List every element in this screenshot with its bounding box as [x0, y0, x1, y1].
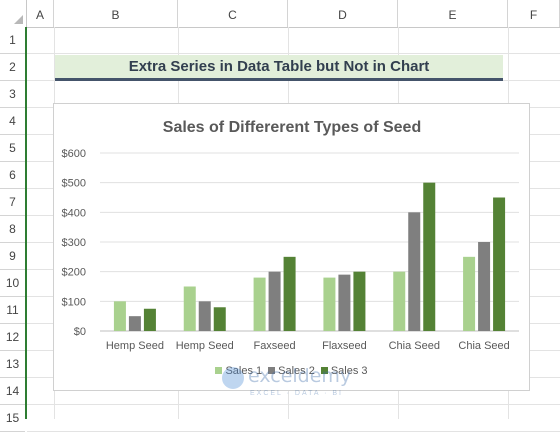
row-header-1[interactable]: 1 — [0, 27, 25, 54]
gridlines — [100, 152, 519, 332]
row-header-13[interactable]: 13 — [0, 351, 25, 378]
legend-item[interactable]: Sales 1 — [215, 365, 262, 377]
row-header-7[interactable]: 7 — [0, 189, 25, 216]
x-tick-label: Hemp Seed — [176, 340, 234, 352]
row-header-10[interactable]: 10 — [0, 270, 25, 297]
row-header-6[interactable]: 6 — [0, 162, 25, 189]
row-header-9[interactable]: 9 — [0, 243, 25, 270]
y-tick-label: $500 — [62, 178, 86, 190]
x-axis: Hemp Seed Hemp Seed Faxseed Flaxseed Chia Se… — [106, 340, 510, 352]
bar-sales-1[interactable] — [183, 286, 196, 332]
x-tick-label: Chia Seed — [389, 340, 440, 352]
row-header-bar: 1 2 3 4 5 6 7 8 9 10 11 12 13 14 15 — [0, 27, 27, 432]
bar-sales-2[interactable] — [408, 212, 421, 331]
sheet-title-cell[interactable]: Extra Series in Data Table but Not in Ch… — [55, 55, 503, 81]
bar-sales-1[interactable] — [463, 256, 476, 331]
column-header-b[interactable]: B — [54, 0, 178, 27]
row-header-14[interactable]: 14 — [0, 378, 25, 405]
y-axis: $0 $100 $200 $300 $400 $500 $600 — [62, 148, 86, 338]
chart-legend: Sales 1 Sales 2 Sales 3 — [54, 365, 529, 377]
bar-sales-2[interactable] — [338, 274, 351, 331]
row-header-3[interactable]: 3 — [0, 81, 25, 108]
x-tick-label: Faxseed — [253, 340, 295, 352]
bar-sales-1[interactable] — [253, 277, 266, 331]
legend-label: Sales 2 — [278, 365, 315, 377]
bar-sales-3[interactable] — [283, 256, 296, 331]
row-header-8[interactable]: 8 — [0, 216, 25, 243]
x-tick-label: Flaxseed — [322, 340, 367, 352]
bar-sales-1[interactable] — [393, 271, 406, 331]
column-header-c[interactable]: C — [178, 0, 288, 27]
select-all-button[interactable] — [0, 0, 27, 27]
bar-sales-2[interactable] — [198, 301, 211, 331]
bar-sales-1[interactable] — [323, 277, 336, 331]
row-gridline — [27, 404, 560, 405]
chart-canvas: Sales of Differerent Types of Seed $0 $10… — [62, 119, 519, 352]
bar-sales-3[interactable] — [353, 271, 366, 331]
y-tick-label: $100 — [62, 296, 86, 308]
chart-title: Sales of Differerent Types of Seed — [163, 119, 421, 136]
row-header-12[interactable]: 12 — [0, 324, 25, 351]
y-tick-label: $200 — [62, 267, 86, 279]
y-tick-label: $600 — [62, 148, 86, 160]
x-tick-label: Chia Seed — [458, 340, 509, 352]
row-header-4[interactable]: 4 — [0, 108, 25, 135]
bar-sales-3[interactable] — [143, 308, 156, 331]
legend-swatch — [320, 367, 328, 374]
row-header-11[interactable]: 11 — [0, 297, 25, 324]
bar-sales-3[interactable] — [213, 307, 226, 331]
y-tick-label: $0 — [74, 326, 86, 338]
bars — [113, 182, 506, 332]
legend-swatch — [268, 367, 276, 374]
column-header-e[interactable]: E — [398, 0, 508, 27]
bar-sales-2[interactable] — [128, 316, 141, 331]
legend-label: Sales 3 — [330, 365, 368, 377]
row-header-5[interactable]: 5 — [0, 135, 25, 162]
column-header-f[interactable]: F — [508, 0, 560, 27]
x-tick-label: Hemp Seed — [106, 340, 164, 352]
bar-sales-3[interactable] — [423, 182, 436, 331]
bar-sales-1[interactable] — [113, 301, 126, 331]
legend-item[interactable]: Sales 2 — [268, 365, 315, 377]
legend-label: Sales 1 — [225, 365, 263, 377]
bar-chart[interactable]: Sales of Differerent Types of Seed $0 $10… — [53, 103, 530, 391]
column-header-a[interactable]: A — [27, 0, 54, 27]
column-header-bar: A B C D E F — [0, 0, 560, 28]
row-header-2[interactable]: 2 — [0, 54, 25, 81]
bar-sales-2[interactable] — [478, 242, 491, 331]
bar-sales-2[interactable] — [268, 271, 281, 331]
column-header-d[interactable]: D — [288, 0, 398, 27]
legend-item[interactable]: Sales 3 — [320, 365, 368, 377]
row-gridline — [27, 53, 560, 54]
y-tick-label: $400 — [62, 207, 86, 219]
bar-sales-3[interactable] — [493, 197, 506, 332]
y-tick-label: $300 — [62, 237, 86, 249]
legend-swatch — [215, 367, 223, 374]
